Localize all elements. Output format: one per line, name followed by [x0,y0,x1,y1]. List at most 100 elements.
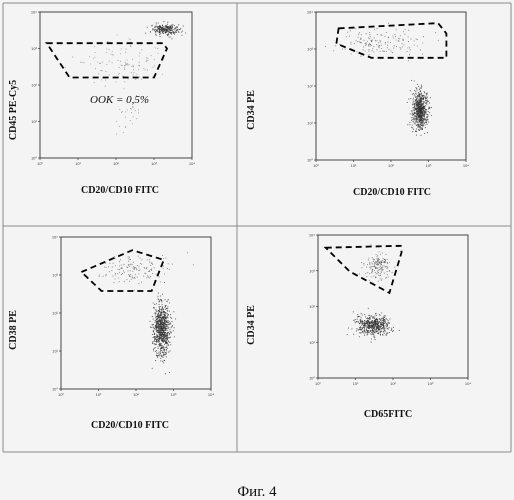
scatter-point [383,332,385,334]
scatter-point [158,351,160,353]
y-tick-label: 10⁴ [31,10,37,15]
scatter-point [155,329,157,331]
scatter-point [365,316,367,318]
scatter-point [154,326,156,328]
scatter-point [378,274,380,276]
scatter-point [149,277,151,279]
scatter-point [126,109,128,111]
scatter-point [380,267,382,269]
scatter-point [192,264,194,266]
scatter-point [125,63,127,65]
scatter-point [153,65,155,67]
scatter-point [378,45,380,47]
scatter-point [422,114,424,117]
scatter-point [385,334,387,336]
scatter-point [424,110,426,112]
scatter-point [128,260,130,262]
scatter-point [358,329,360,331]
scatter-point [159,25,161,28]
scatter-point [420,110,422,112]
scatter-point [380,320,382,322]
scatter-point [373,329,375,331]
scatter-point [361,322,363,324]
scatter-point [360,42,362,44]
scatter-point [414,115,416,117]
scatter-point [111,62,113,64]
scatter-point [144,32,146,34]
scatter-point [160,313,162,315]
scatter-point [410,38,412,40]
scatter-point [131,123,133,125]
scatter-point [420,127,422,129]
scatter-point [163,316,165,318]
scatter-point [161,330,163,332]
scatter-point [111,50,113,52]
axis-ticks: 10⁰ 10¹ 10² 10³ 10⁴ 10⁰ 10¹ 10² 10³ 10⁴ [309,233,472,387]
scatter-point [138,61,140,63]
scatter-point [419,91,421,93]
scatter-point [153,29,155,31]
scatter-point [372,332,374,334]
scatter-point [162,346,165,348]
scatter-point [427,101,429,103]
scatter-point [426,113,428,115]
scatter-point [163,351,166,353]
scatter-point [163,29,165,31]
scatter-point [163,343,166,345]
scatter-point [130,263,132,265]
scatter-point [113,281,115,284]
scatter-point [413,101,415,103]
scatter-point [417,122,419,124]
scatter-point [357,36,359,38]
scatter-point [386,318,388,321]
scatter-point [138,76,140,78]
scatter-point [127,78,129,80]
scatter-point [386,47,388,49]
scatter-point [154,339,156,341]
scatter-point [415,104,417,106]
scatter-point [150,262,152,264]
scatter-point [161,346,163,349]
scatter-point [421,106,423,108]
scatter-point [411,118,413,120]
scatter-point [429,112,431,114]
scatter-point [141,259,143,261]
scatter-point [152,263,154,265]
scatter-point [131,264,133,266]
scatter-point [155,31,157,33]
scatter-point [377,333,379,335]
scatter-point [127,264,129,266]
scatter-point [379,278,381,280]
scatter-point [153,327,156,330]
scatter-point [383,322,385,324]
scatter-point [92,58,94,60]
scatter-point [169,32,171,34]
scatter-point [373,259,375,261]
scatter-point [368,325,371,327]
scatter-point [118,281,120,283]
scatter-point [413,103,415,105]
scatter-point [108,60,110,62]
scatter-point [165,332,167,334]
scatter-point [416,105,418,107]
scatter-point [121,111,123,113]
scatter-point [135,95,138,97]
scatter-point [369,35,371,37]
scatter-point [427,111,429,113]
scatter-point [422,125,424,127]
scatter-point [155,316,157,318]
scatter-point [180,27,182,30]
scatter-point [129,258,131,260]
scatter-point [404,33,406,35]
scatter-point [413,122,416,124]
scatter-point [412,92,414,94]
scatter-point [156,26,158,28]
scatter-point [377,258,379,260]
scatter-point [178,24,180,26]
scatter-point [165,321,167,323]
scatter-point [380,279,382,281]
scatter-point [151,25,153,27]
scatter-point [376,314,378,316]
scatter-point [386,327,389,329]
scatter-point [170,33,172,35]
